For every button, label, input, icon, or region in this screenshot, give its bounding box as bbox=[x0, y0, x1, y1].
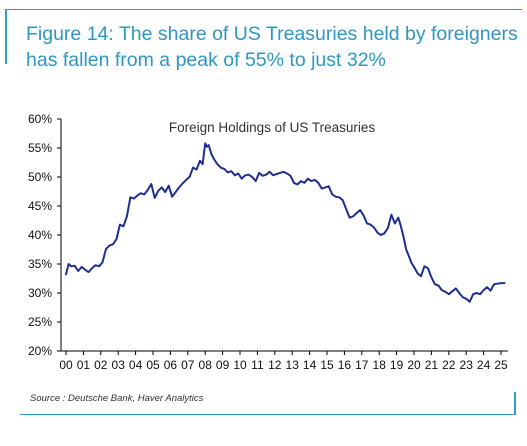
x-tick-label: 21 bbox=[425, 358, 439, 372]
x-tick-label: 11 bbox=[251, 358, 264, 372]
x-tick-label: 13 bbox=[286, 358, 300, 372]
y-tick-label: 35% bbox=[28, 257, 52, 271]
x-tick-label: 23 bbox=[460, 358, 474, 372]
x-tick-label: 02 bbox=[94, 358, 108, 372]
source-note: Source : Deutsche Bank, Haver Analytics bbox=[30, 393, 204, 404]
x-tick-label: 12 bbox=[268, 358, 282, 372]
footer-accent-bar bbox=[514, 392, 516, 415]
chart-title: Foreign Holdings of US Treasuries bbox=[169, 120, 376, 135]
x-tick-label: 06 bbox=[164, 358, 178, 372]
figure-title-line-1: Figure 14: The share of US Treasuries he… bbox=[26, 23, 518, 45]
y-tick-label: 25% bbox=[28, 315, 52, 329]
x-tick-label: 14 bbox=[303, 358, 317, 372]
x-tick-label: 10 bbox=[233, 358, 247, 372]
x-tick-label: 03 bbox=[112, 358, 126, 372]
footer-bottom-rule bbox=[20, 414, 515, 415]
line-chart: 20% 25% 30% 35% 40% 45% 50% 55% 60% 00 01 02 03 04 05 0… bbox=[28, 112, 508, 372]
x-tick-label: 25 bbox=[494, 358, 508, 372]
y-tick-label: 50% bbox=[28, 170, 52, 184]
x-tick-label: 17 bbox=[355, 358, 369, 372]
x-tick-label: 07 bbox=[181, 358, 195, 372]
figure-title: Figure 14: The share of US Treasuries he… bbox=[26, 21, 518, 73]
y-tick-label: 20% bbox=[28, 344, 52, 358]
x-tick-label: 09 bbox=[216, 358, 230, 372]
y-tick-label: 30% bbox=[28, 286, 52, 300]
x-tick-label: 24 bbox=[477, 358, 491, 372]
y-tick-label: 55% bbox=[28, 141, 52, 155]
figure-title-line-2: has fallen from a peak of 55% to just 32… bbox=[26, 49, 386, 71]
y-tick-label: 45% bbox=[28, 199, 52, 213]
x-tick-label: 18 bbox=[373, 358, 387, 372]
x-tick-label: 16 bbox=[338, 358, 352, 372]
x-tick-label: 15 bbox=[320, 358, 334, 372]
x-tick-label: 08 bbox=[199, 358, 213, 372]
title-top-rule bbox=[5, 9, 522, 10]
y-tick-label: 40% bbox=[28, 228, 52, 242]
y-tick-label: 60% bbox=[28, 112, 52, 126]
title-accent-bar bbox=[5, 9, 7, 64]
x-tick-label: 00 bbox=[59, 358, 73, 372]
x-tick-label: 22 bbox=[442, 358, 456, 372]
x-tick-label: 01 bbox=[77, 358, 91, 372]
x-tick-label: 20 bbox=[407, 358, 421, 372]
x-tick-label: 05 bbox=[146, 358, 160, 372]
series-line-foreign-holdings bbox=[65, 142, 506, 303]
x-tick-label: 19 bbox=[390, 358, 404, 372]
x-tick-label: 04 bbox=[129, 358, 143, 372]
